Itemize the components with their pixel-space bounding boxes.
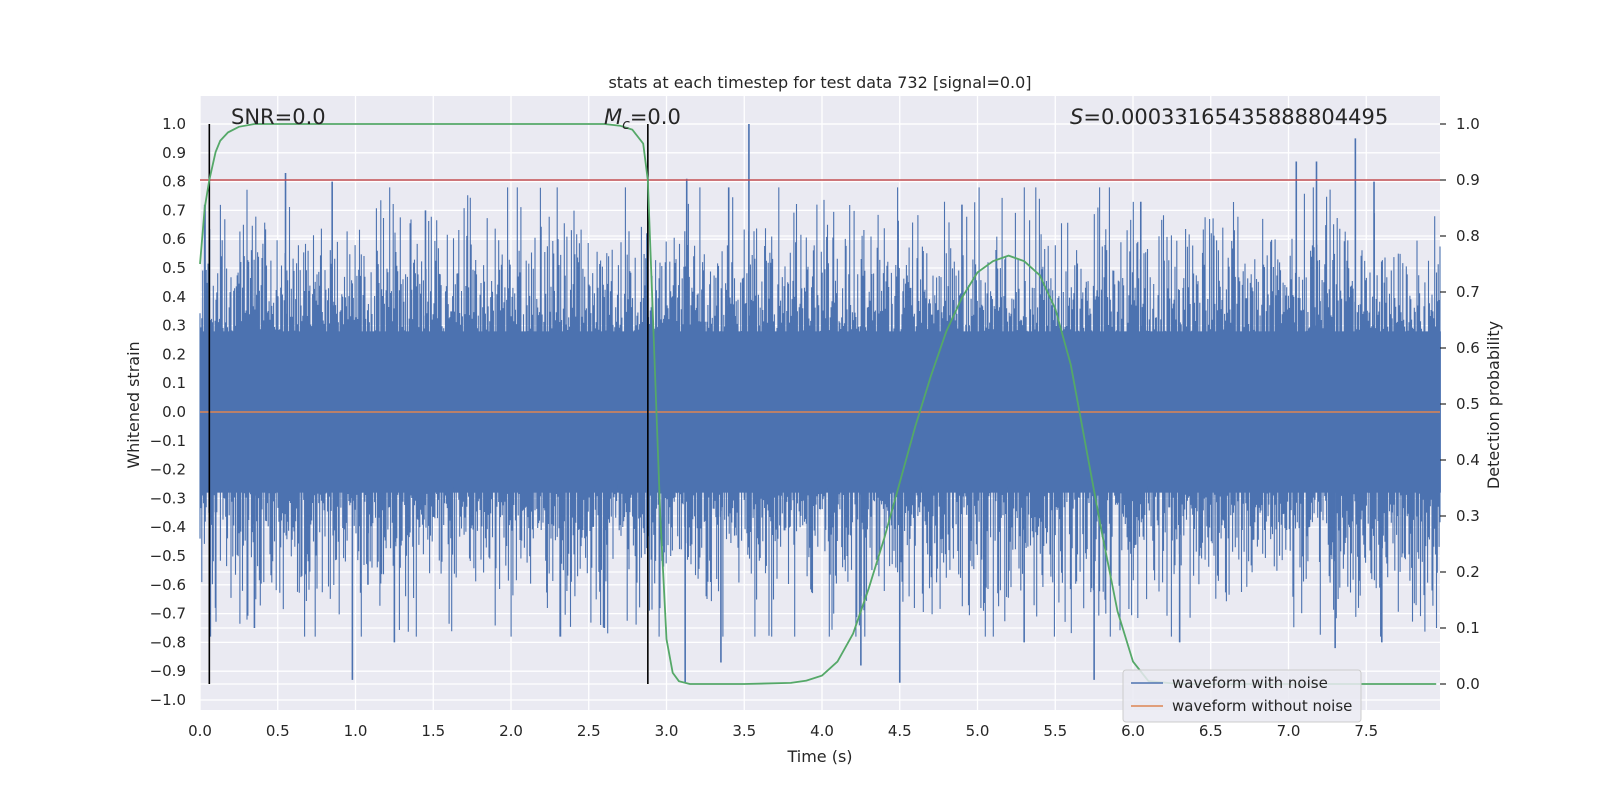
y2-tick-label: 0.2 xyxy=(1456,563,1480,581)
y-tick-label: 0.8 xyxy=(162,173,186,191)
s-annotation: S=0.00033165435888804495 xyxy=(1070,105,1388,129)
legend-box xyxy=(1122,669,1362,723)
x-tick-label: 5.0 xyxy=(966,722,990,740)
x-tick-label: 0.0 xyxy=(188,722,212,740)
series-detection-probability xyxy=(199,123,1437,685)
x-tick-label: 1.5 xyxy=(421,722,445,740)
x-tick-label: 4.0 xyxy=(810,722,834,740)
x-tick-label: 3.5 xyxy=(732,722,756,740)
y-axis-ticks: 1.0 0.9 0.8 0.7 0.6 0.5 0.4 0.3 0.2 0.1 0.0 −0.1 −0.… xyxy=(150,115,186,709)
overlay-lines xyxy=(200,124,1440,684)
y-tick-label: −0.3 xyxy=(150,489,186,507)
y-tick-label: 0.2 xyxy=(162,345,186,363)
y-tick-label: 0.7 xyxy=(162,201,186,219)
x-tick-label: 5.5 xyxy=(1043,722,1067,740)
x-tick-label: 0.5 xyxy=(266,722,290,740)
y2-tick-label: 0.3 xyxy=(1456,507,1480,525)
legend: waveform with noise waveform without noi… xyxy=(1122,669,1362,723)
s-symbol: S xyxy=(1070,105,1083,129)
y2-tick-label: 1.0 xyxy=(1456,115,1480,133)
y2-tick-label: 0.0 xyxy=(1456,675,1480,693)
y-tick-label: 0.0 xyxy=(162,403,186,421)
y2-axis-ticks: 1.0 0.9 0.8 0.7 0.6 0.5 0.4 0.3 0.2 0.1 0.0 xyxy=(1440,115,1480,693)
x-tick-label: 7.0 xyxy=(1277,722,1301,740)
y-tick-label: 0.1 xyxy=(162,374,186,392)
y-axis-label: Whitened strain xyxy=(124,341,143,468)
s-value: =0.00033165435888804495 xyxy=(1083,105,1388,129)
y2-tick-label: 0.5 xyxy=(1456,395,1480,413)
y-tick-label: 0.6 xyxy=(162,230,186,248)
snr-annotation: SNR=0.0 xyxy=(231,105,326,129)
legend-label-clean: waveform without noise xyxy=(1172,697,1352,715)
y2-tick-label: 0.1 xyxy=(1456,619,1480,637)
y-tick-label: 0.9 xyxy=(162,144,186,162)
y2-tick-label: 0.7 xyxy=(1456,283,1480,301)
x-tick-label: 3.0 xyxy=(655,722,679,740)
chart-title: stats at each timestep for test data 732… xyxy=(608,73,1031,92)
y-tick-label: 0.3 xyxy=(162,317,186,335)
mc-subscript: c xyxy=(622,117,630,133)
x-axis-label: Time (s) xyxy=(786,747,852,766)
y2-tick-label: 0.9 xyxy=(1456,171,1480,189)
y-tick-label: −0.7 xyxy=(150,605,186,623)
x-tick-label: 1.0 xyxy=(344,722,368,740)
y-tick-label: −0.4 xyxy=(150,518,186,536)
mc-value: =0.0 xyxy=(630,105,681,129)
y-tick-label: −0.9 xyxy=(150,662,186,680)
y-tick-label: −0.6 xyxy=(150,576,186,594)
x-tick-label: 7.5 xyxy=(1354,722,1378,740)
legend-label-noise: waveform with noise xyxy=(1172,674,1328,692)
y-tick-label: 1.0 xyxy=(162,115,186,133)
x-axis-ticks: 0.0 0.5 1.0 1.5 2.0 2.5 3.0 3.5 4.0 4.5 5.0 5.5 6.0 6… xyxy=(188,722,1378,740)
y-tick-label: 0.5 xyxy=(162,259,186,277)
y-tick-label: 0.4 xyxy=(162,288,186,306)
y-tick-label: −0.2 xyxy=(150,461,186,479)
y-tick-label: −0.1 xyxy=(150,432,186,450)
y-tick-label: −0.8 xyxy=(150,633,186,651)
mc-symbol: M xyxy=(604,105,622,129)
y2-tick-label: 0.6 xyxy=(1456,339,1480,357)
y2-tick-label: 0.8 xyxy=(1456,227,1480,245)
x-tick-label: 2.5 xyxy=(577,722,601,740)
x-tick-label: 4.5 xyxy=(888,722,912,740)
y-tick-label: −0.5 xyxy=(150,547,186,565)
probability-curve xyxy=(199,123,1437,685)
x-tick-label: 6.0 xyxy=(1121,722,1145,740)
x-tick-label: 2.0 xyxy=(499,722,523,740)
y2-axis-label: Detection probability xyxy=(1484,321,1503,489)
y2-tick-label: 0.4 xyxy=(1456,451,1480,469)
noise-trace xyxy=(199,187,1441,637)
x-tick-label: 6.5 xyxy=(1199,722,1223,740)
mc-annotation: Mc=0.0 xyxy=(604,105,681,133)
y-tick-label: −1.0 xyxy=(150,691,186,709)
